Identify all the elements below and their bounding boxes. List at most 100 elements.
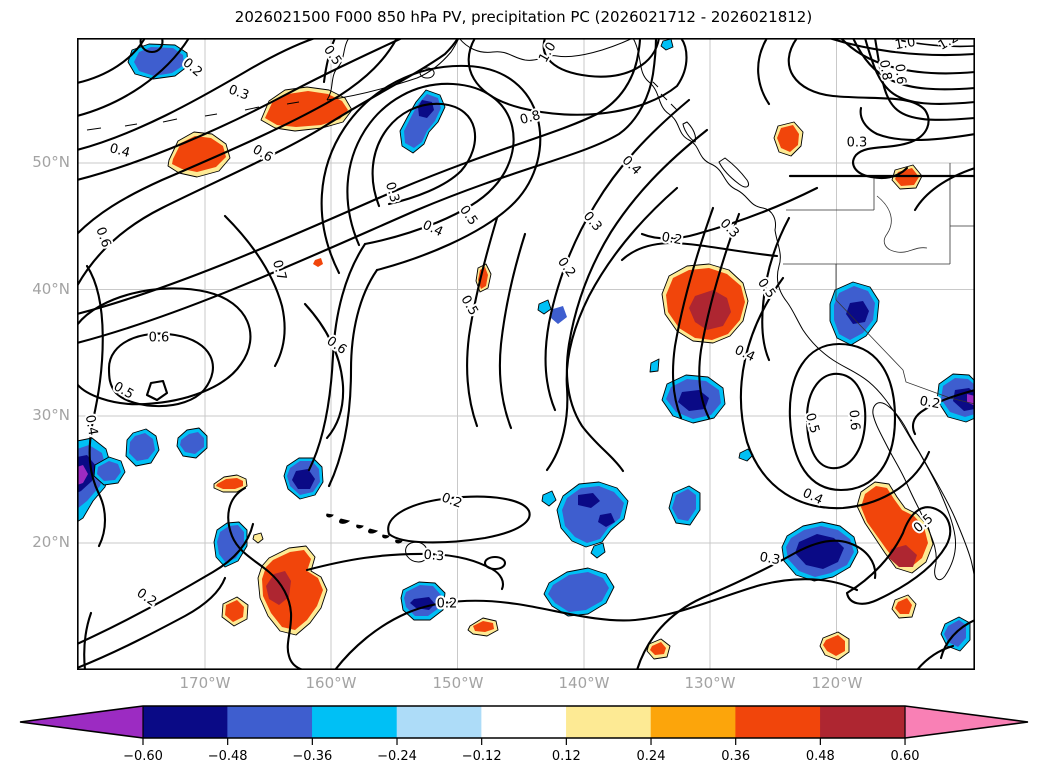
colorbar-tick-label: −0.12 [462,749,502,764]
contour-line [873,38,975,121]
colorbar-tick-label: 0.36 [721,749,750,764]
lat-tick-label: 20°N [32,533,70,551]
contour-label: 0.2 [554,255,578,281]
shading-patch-blue [134,47,184,76]
contour-label: 0.6 [324,334,350,358]
contour-line [913,166,975,212]
lon-tick-label: 150°W [432,674,484,692]
colorbar-tick-label: 0.12 [552,749,581,764]
colorbar-tick-label: −0.48 [208,749,248,764]
contour-line [333,578,859,670]
coastline [652,81,678,111]
contour-label: 0.3 [847,136,868,151]
contour-label: 0.8 [518,108,542,128]
contour-label: 0.4 [800,486,825,508]
contour-label: 0.3 [382,180,402,204]
contour-line [757,38,771,106]
contour-label: 0.6 [892,63,909,85]
contour-line [77,38,658,345]
colorbar-tick-label: −0.60 [123,749,163,764]
shading-patch-red [895,598,912,614]
contour-line [761,216,791,362]
lon-tick-label: 170°W [179,674,231,692]
colorbar-segment [566,706,652,738]
shading-patch-blue [562,486,624,543]
contour-label: 0.3 [758,550,781,568]
pv-map: 0.20.30.40.50.60.61.00.80.30.40.50.70.60… [77,38,975,670]
shading-patch-cyan [590,542,606,559]
contour-line [77,38,460,288]
shading-patch-red [861,486,928,567]
contour-line [671,206,715,420]
contour-label: 0.3 [717,216,742,241]
coastline [682,121,696,143]
contour-label: 1.0 [894,38,917,53]
coastline [718,157,750,188]
contour-line [915,644,955,670]
shading-patch-red [225,600,244,622]
colorbar-arrow-right [905,706,1028,738]
contour-line [77,38,191,118]
contour-label: 0.5 [754,276,778,302]
contour-line [322,38,337,84]
shading-patch-red [823,635,845,656]
contour-label: 0.5 [320,43,344,69]
contour-line [83,611,93,670]
contour-line [845,506,952,605]
contour-label: 0.2 [439,490,464,511]
shading-patch-blue [672,489,696,521]
shading-patch-red [473,621,494,632]
shading-patch-red [172,136,226,172]
map-frame [77,38,975,670]
contour-label: 0.3 [423,548,445,565]
contour-line [307,242,367,472]
contour-line [483,555,507,571]
contour-label: 0.2 [918,394,941,412]
plot-title: 2026021500 F000 850 hPa PV, precipitatio… [234,8,813,26]
contour-line [77,38,399,236]
contour-line [320,64,542,275]
contour-line [77,522,255,646]
colorbar-tick-label: −0.24 [377,749,417,764]
contour-label: 0.5 [802,411,822,435]
contour-label: 0.4 [732,343,757,365]
contour-line [223,214,286,368]
contour-line [387,495,531,544]
contour-line [77,576,227,670]
border-line [835,264,904,371]
colorbar-arrow-left [20,706,143,738]
contour-line [85,264,107,548]
contour-label: 0.4 [82,414,100,437]
colorbar-segment [735,706,821,738]
colorbar-tick-label: 0.60 [891,749,920,764]
shading-patch-red [313,258,323,267]
shading-patch-navy [598,513,615,527]
colorbar-segment [312,706,398,738]
contour-label: 0.4 [619,153,644,178]
contour-line [787,38,930,180]
colorbar-tick-label: 0.48 [806,749,835,764]
contour-line [77,38,317,152]
shading-patch-purple [967,394,975,406]
shading-patch-purple [77,465,88,485]
contour-line [107,332,214,408]
shading-patch-red [777,125,799,152]
shading-patch-yellow [252,532,264,544]
contour-line [77,38,404,182]
contour-line [545,186,679,472]
contour-label: 0.2 [134,586,160,610]
contour-label: 0.5 [456,203,480,229]
contour-line [305,552,505,591]
island [405,541,428,563]
colorbar-segment [396,706,482,738]
contour-line [863,38,975,105]
lon-tick-label: 130°W [684,674,736,692]
contour-label: 1.0 [536,40,559,65]
contour-line [542,38,661,78]
coastline [458,38,634,61]
lon-tick-label: 120°W [811,674,863,692]
shading-patch-navy [953,388,975,411]
contour-label: 0.4 [108,141,132,161]
shading-patch-red [650,642,666,655]
